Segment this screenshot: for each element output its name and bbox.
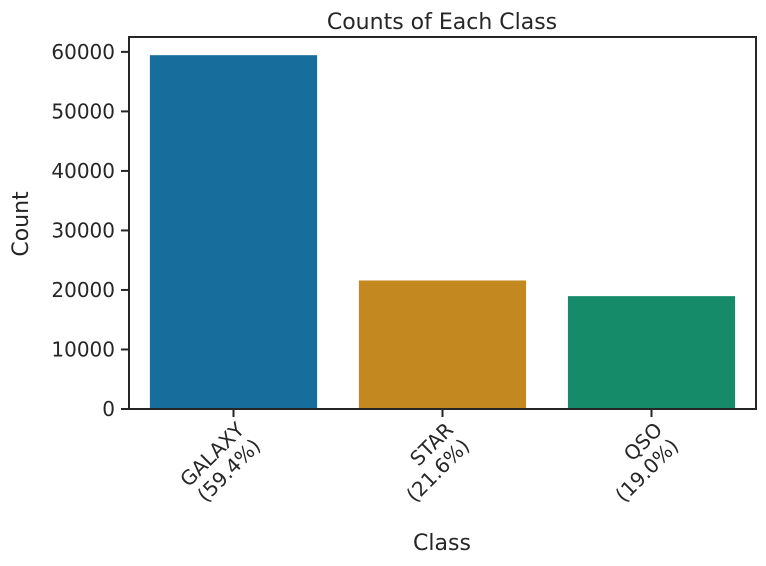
x-axis-label: Class xyxy=(413,531,471,556)
y-tick-label: 0 xyxy=(102,397,115,421)
y-tick-label: 50000 xyxy=(51,99,115,123)
y-tick-label: 20000 xyxy=(51,278,115,302)
plot-frame xyxy=(128,36,757,410)
y-tick-label: 10000 xyxy=(51,337,115,361)
x-tick-label-star: STAR(21.6%) xyxy=(385,417,474,506)
y-ticks-group: 0 10000 20000 30000 40000 50000 60000 xyxy=(51,40,129,421)
y-tick-label: 60000 xyxy=(51,40,115,64)
chart-title: Counts of Each Class xyxy=(327,10,557,35)
x-tick-label-galaxy: GALAXY(59.4%) xyxy=(175,417,266,508)
x-ticks-group: GALAXY(59.4%) STAR(21.6%) QSO(19.0%) xyxy=(175,409,683,508)
y-tick-label: 40000 xyxy=(51,159,115,183)
bar-qso xyxy=(567,296,736,409)
y-axis-label: Count xyxy=(9,191,34,257)
bars-group xyxy=(149,55,736,410)
bar-star xyxy=(358,280,527,409)
x-tick-label-qso: QSO(19.0%) xyxy=(594,418,683,507)
y-tick-label: 30000 xyxy=(51,218,115,242)
bar-galaxy xyxy=(149,55,318,410)
